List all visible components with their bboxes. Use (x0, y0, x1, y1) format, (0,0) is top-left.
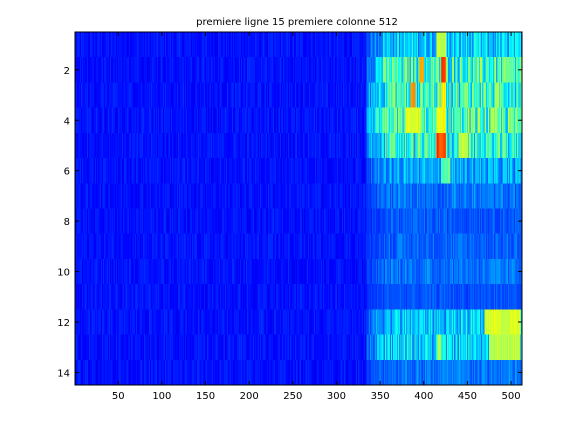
chart-title: premiere ligne 15 premiere colonne 512 (196, 17, 398, 28)
y-tick-label: 14 (57, 368, 70, 379)
y-tick-label: 2 (64, 66, 70, 77)
heatmap-image (75, 32, 522, 385)
x-tick-label: 50 (112, 391, 125, 402)
x-tick-label: 500 (502, 391, 521, 402)
x-tick-label: 200 (240, 391, 259, 402)
heatmap-plot-area (75, 32, 522, 385)
y-tick-label: 6 (64, 167, 70, 178)
x-tick-label: 100 (152, 391, 171, 402)
plot-frame (74, 31, 523, 386)
x-axis: 50 100 150 200 250 300 350 400 450 500 (112, 32, 521, 402)
x-tick-label: 350 (371, 391, 390, 402)
y-tick-label: 10 (57, 268, 70, 279)
y-tick-label: 4 (64, 116, 70, 127)
y-tick-label: 12 (57, 318, 70, 329)
x-tick-label: 150 (196, 391, 215, 402)
y-axis: 2 4 6 8 10 12 14 (57, 66, 522, 379)
x-tick-label: 300 (327, 391, 346, 402)
y-tick-label: 8 (64, 217, 70, 228)
x-tick-label: 400 (414, 391, 433, 402)
x-tick-label: 250 (283, 391, 302, 402)
x-tick-label: 450 (458, 391, 477, 402)
